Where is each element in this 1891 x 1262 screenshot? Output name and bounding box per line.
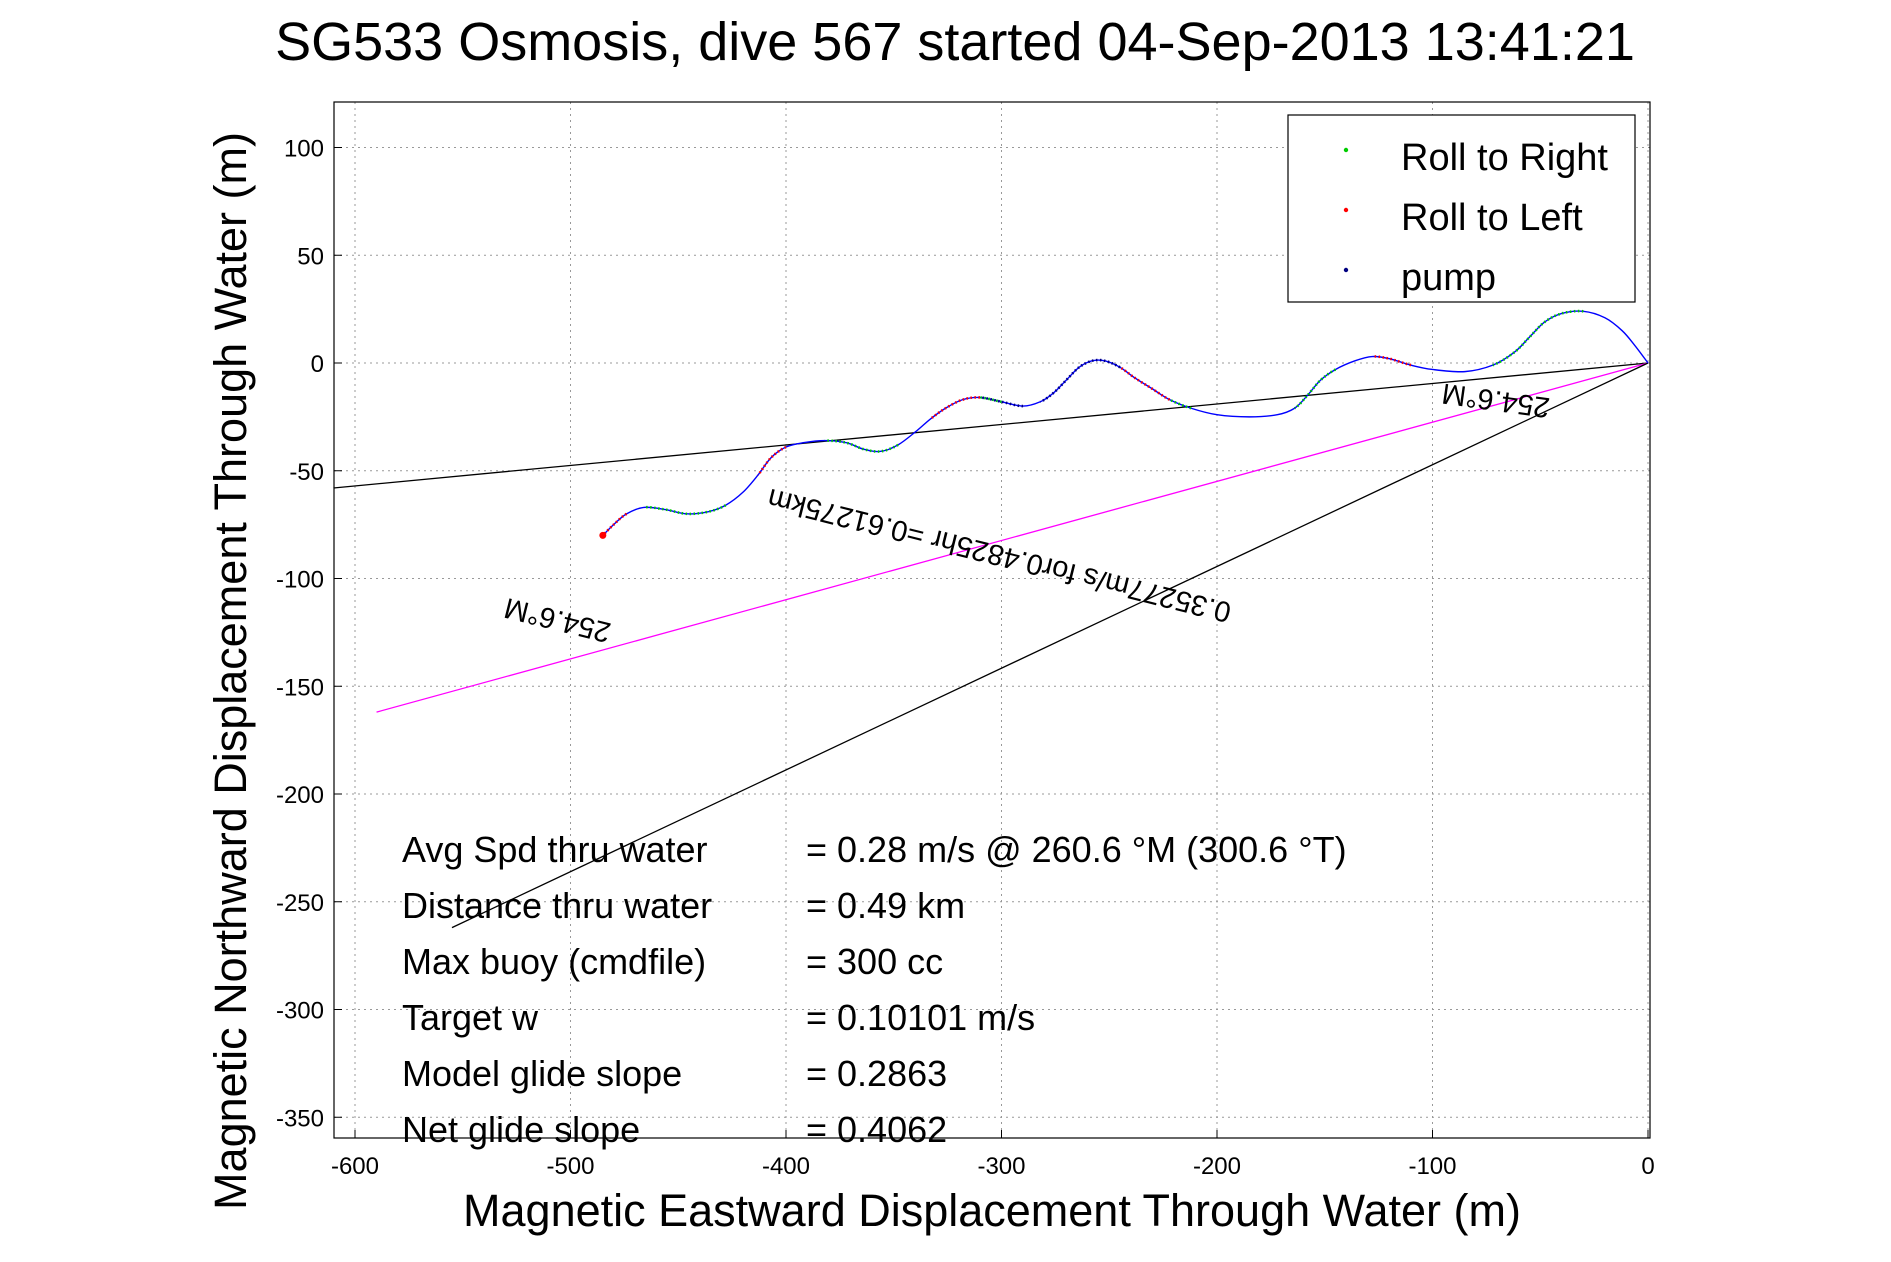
stat-label: Target w xyxy=(402,997,539,1038)
y-tick-label: -300 xyxy=(276,998,324,1025)
y-tick-label: -100 xyxy=(276,567,324,594)
y-tick-label: -150 xyxy=(276,674,324,701)
reference-lines xyxy=(333,362,1649,929)
y-tick-label: -250 xyxy=(276,890,324,917)
roll-left-segment xyxy=(756,445,787,476)
roll-right-segment xyxy=(1293,368,1337,410)
legend-marker xyxy=(1343,147,1349,153)
stat-label: Avg Spd thru water xyxy=(402,829,708,870)
reference-line xyxy=(333,362,1649,489)
x-axis-label: Magnetic Eastward Displacement Through W… xyxy=(463,1185,1521,1236)
stat-label: Max buoy (cmdfile) xyxy=(402,941,706,982)
y-tick-label: -50 xyxy=(289,459,324,486)
stat-value: = 0.2863 xyxy=(806,1053,947,1094)
chart-title: SG533 Osmosis, dive 567 started 04-Sep-2… xyxy=(275,12,1635,72)
axes-box xyxy=(333,101,1651,1139)
roll-left-segment xyxy=(929,396,981,421)
legend: Roll to Right Roll to Left pump xyxy=(1287,114,1636,303)
y-tick-label: -200 xyxy=(276,782,324,809)
pump-segment xyxy=(1039,358,1121,403)
legend-marker xyxy=(1343,207,1349,213)
stat-label: Net glide slope xyxy=(402,1109,640,1150)
reference-line xyxy=(451,362,1649,929)
y-tick-label: 100 xyxy=(284,136,324,163)
roll-right-segment xyxy=(824,439,899,453)
stat-value: = 0.4062 xyxy=(806,1109,947,1150)
dive-track xyxy=(599,309,1649,539)
legend-label: Roll to Left xyxy=(1401,197,1583,239)
y-axis-label: Magnetic Northward Displacement Through … xyxy=(205,132,256,1210)
x-tick-label: -100 xyxy=(1408,1153,1456,1180)
x-tick-label: -200 xyxy=(1193,1153,1241,1180)
stat-value: = 0.49 km xyxy=(806,885,965,926)
stat-value: = 0.10101 m/s xyxy=(806,997,1035,1038)
y-tick-label: -350 xyxy=(276,1105,324,1132)
reference-line xyxy=(376,362,1649,713)
legend-marker xyxy=(1343,267,1349,273)
x-tick-label: 0 xyxy=(1641,1153,1654,1180)
y-tick-label: 50 xyxy=(297,243,324,270)
track-end-point xyxy=(599,531,607,539)
stat-value: = 300 cc xyxy=(806,941,943,982)
stat-label: Distance thru water xyxy=(402,885,712,926)
x-tick-label: -400 xyxy=(762,1153,810,1180)
x-tick-label: -500 xyxy=(546,1153,594,1180)
stats-block: Avg Spd thru water = 0.28 m/s @ 260.6 °M … xyxy=(402,829,1347,1150)
legend-label: pump xyxy=(1401,257,1496,299)
stat-value: = 0.28 m/s @ 260.6 °M (300.6 °T) xyxy=(806,829,1347,870)
x-tick-label: -300 xyxy=(977,1153,1025,1180)
x-tick-label: -600 xyxy=(331,1153,379,1180)
grid-lines xyxy=(334,102,1650,1138)
roll-right-segment xyxy=(1169,398,1192,410)
axis-ticks: -600 -500 -400 -300 -200 -100 0 100 50 0 -50 -100 -1… xyxy=(276,136,1655,1181)
stat-label: Model glide slope xyxy=(402,1053,682,1094)
roll-right-segment xyxy=(979,396,1002,404)
roll-right-segment xyxy=(643,504,727,516)
y-tick-label: 0 xyxy=(311,351,324,378)
legend-label: Roll to Right xyxy=(1401,137,1608,179)
